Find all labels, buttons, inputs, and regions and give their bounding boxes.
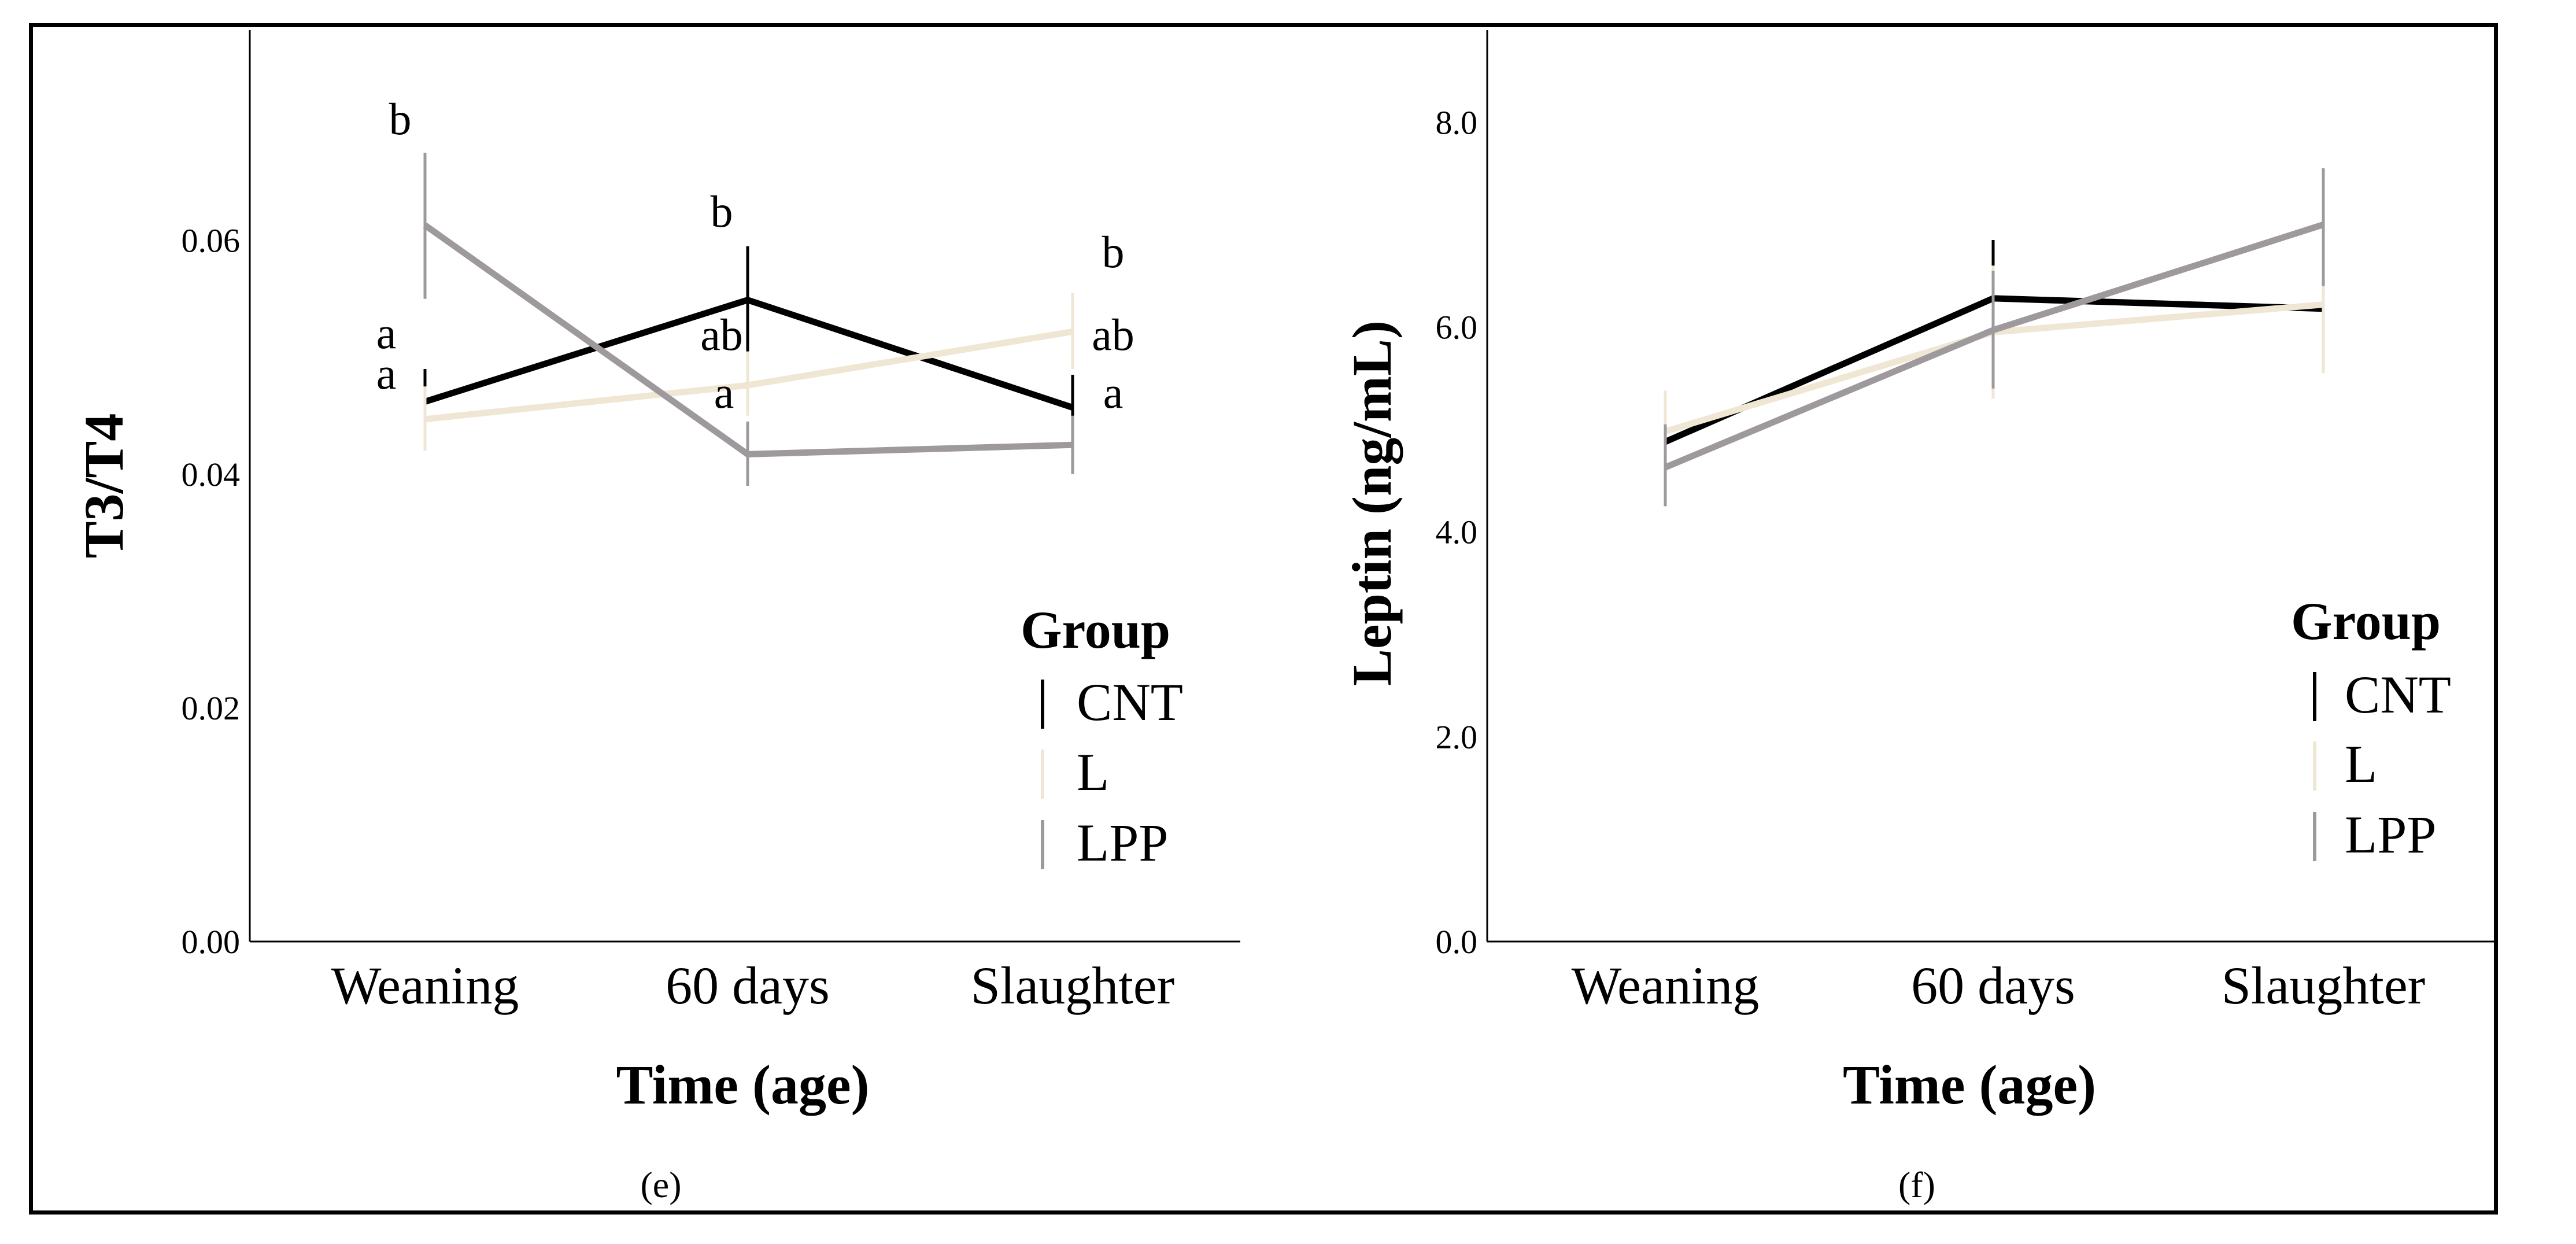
series-cnt: aba [376, 186, 1123, 440]
chart-panel-e: 0.00 0.02 0.04 0.06 Weaning 60 days Slaughter T… [73, 30, 1240, 1205]
series-lpp [1664, 168, 2325, 507]
x-tick-label: Weaning [1572, 956, 1760, 1015]
x-tick-label: 60 days [666, 956, 830, 1015]
significance-label: a [1103, 367, 1123, 418]
x-axis-title: Time (age) [1843, 1054, 2096, 1116]
y-tick-label: 0.02 [182, 689, 241, 727]
legend: Group CNT L LPP [1021, 600, 1183, 872]
legend-label: L [1077, 743, 1109, 802]
y-tick-label: 0.00 [182, 923, 241, 961]
legend-label: L [2345, 734, 2377, 793]
data-point [424, 224, 426, 226]
significance-label: a [376, 348, 397, 398]
y-tick-label: 2.0 [1436, 718, 1478, 756]
data-point [1072, 444, 1073, 446]
legend-title: Group [1021, 600, 1170, 659]
data-point [2323, 304, 2324, 305]
significance-label: a [714, 367, 734, 418]
x-tick-label: Weaning [331, 956, 519, 1015]
significance-label: b [389, 94, 412, 144]
x-tick-label: Slaughter [971, 956, 1175, 1015]
figure-frame [29, 23, 2498, 1215]
y-axis-title: T3/T4 [73, 414, 135, 559]
significance-label: a [376, 308, 397, 358]
series-l: a ab ab [376, 293, 1134, 451]
data-point [424, 418, 426, 420]
panel-label: (e) [640, 1164, 681, 1205]
legend-label: LPP [2345, 805, 2437, 864]
x-tick-label: 60 days [1911, 956, 2075, 1015]
data-point [747, 299, 748, 301]
y-tick-label: 0.04 [182, 456, 241, 493]
significance-label: ab [700, 309, 743, 360]
legend-label: CNT [2345, 665, 2451, 724]
data-point [1665, 467, 1666, 468]
legend-title: Group [2291, 592, 2441, 651]
data-point [1072, 331, 1073, 333]
significance-label: b [1102, 227, 1125, 277]
data-point [1072, 407, 1073, 408]
panel-label: (f) [1898, 1164, 1935, 1205]
series-lpp: bab [389, 94, 1125, 486]
y-axis-title: Leptin (ng/mL) [1341, 320, 1403, 686]
significance-label: ab [1092, 309, 1134, 360]
y-tick-label: 4.0 [1436, 514, 1478, 551]
data-point [747, 453, 748, 455]
data-point [2323, 224, 2324, 226]
y-tick-label: 0.06 [182, 222, 241, 260]
significance-label: b [711, 186, 733, 237]
y-tick-label: 6.0 [1436, 309, 1478, 346]
x-axis-title: Time (age) [616, 1054, 869, 1116]
chart-panel-f: 0.0 2.0 4.0 6.0 8.0 Weaning 60 days Slaughter Ti… [1341, 30, 2498, 1205]
legend-label: LPP [1077, 813, 1169, 872]
legend: Group CNT L LPP [2291, 592, 2451, 864]
legend-label: CNT [1077, 673, 1183, 732]
y-tick-label: 8.0 [1436, 104, 1478, 141]
x-tick-label: Slaughter [2222, 956, 2426, 1015]
data-point [1993, 329, 1994, 331]
data-point [747, 385, 748, 386]
y-tick-label: 0.0 [1436, 923, 1478, 961]
